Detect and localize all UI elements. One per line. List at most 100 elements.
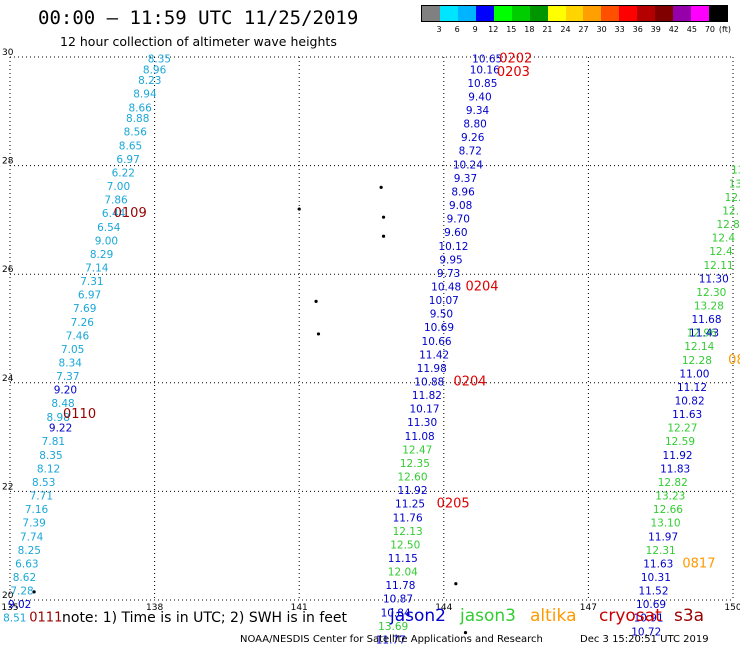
- island-marker: [316, 332, 321, 336]
- swh-value-cyan: 8.35: [148, 53, 171, 65]
- island-marker: [314, 299, 318, 303]
- swh-value-jason2: 11.30: [407, 417, 437, 429]
- swh-value-cyan: 7.81: [42, 436, 65, 448]
- swh-value-cyan: 6.97: [116, 154, 139, 166]
- lat-tick-label: 26: [2, 265, 14, 275]
- time-label: 0111: [29, 611, 62, 626]
- swh-value-jason2: 8.96: [451, 186, 475, 198]
- swh-value-jason2: 10.65: [472, 53, 502, 65]
- time-label: 0109: [114, 206, 147, 221]
- swh-value-jason3: 12.30: [696, 287, 726, 299]
- swh-value-cyan: 8.98: [47, 412, 70, 424]
- swh-value-jason2: 9.70: [447, 214, 470, 226]
- island-marker: [381, 215, 386, 219]
- swh-value-cyan: 7.05: [61, 344, 84, 356]
- swh-value-jason3: 13.28: [694, 300, 724, 312]
- scale-label: 33: [614, 25, 625, 34]
- scale-label: 18: [524, 25, 535, 34]
- color-scale-swatches: [421, 5, 728, 22]
- island-marker: [463, 630, 468, 635]
- swh-value-jason2: 9.02: [8, 599, 31, 611]
- color-scale-legend: 3 6 9 12 15 18 21 24 27 30 33 36 39 42 45 70 (ft): [421, 5, 731, 36]
- swh-value-jason3: 12.28: [682, 355, 712, 367]
- scale-swatch: [655, 6, 674, 21]
- page-title: 00:00 – 11:59 UTC 11/25/2019: [38, 7, 359, 29]
- swh-value-cyan: 8.62: [13, 572, 36, 584]
- swh-value-jason2: 11.00: [679, 368, 709, 380]
- scale-swatch: [422, 6, 440, 21]
- swh-value-jason3: 12.31: [646, 545, 676, 557]
- swh-value-jason3: 12.50: [390, 539, 420, 551]
- swh-value-cyan: 7.39: [22, 518, 45, 530]
- footer-credit: NOAA/NESDIS Center for Satellite Applica…: [240, 634, 543, 645]
- swh-value-cyan: 8.56: [124, 127, 148, 139]
- island-marker: [297, 207, 301, 211]
- swh-value-jason3: 12.47: [402, 444, 432, 456]
- swh-value-cyan: 8.66: [128, 102, 152, 114]
- scale-label: 3: [436, 25, 442, 34]
- swh-value-cyan: 7.86: [104, 195, 128, 207]
- swh-value-cyan: 7.37: [56, 371, 79, 383]
- time-label: 08: [728, 353, 740, 368]
- scale-swatch: [601, 6, 620, 21]
- swh-value-jason2: 11.98: [417, 363, 447, 375]
- swh-value-jason3: 12.11: [704, 260, 734, 272]
- swh-value-jason3: 12.59: [665, 436, 695, 448]
- swh-value-cyan: 8.88: [126, 113, 149, 125]
- scale-label: 21: [542, 25, 553, 34]
- scale-label: 36: [632, 25, 643, 34]
- scale-label: 9: [472, 25, 478, 34]
- scale-swatch: [547, 6, 566, 21]
- time-label: 0205: [437, 497, 470, 512]
- lat-tick-label: 24: [2, 374, 14, 384]
- scale-swatch: [493, 6, 512, 21]
- swh-value-jason2: 8.72: [459, 146, 482, 158]
- scale-swatch: [637, 6, 656, 21]
- time-label: 0203: [497, 65, 530, 80]
- legend-s3a: s3a: [674, 606, 705, 626]
- swh-value-cyan: 7.74: [20, 531, 44, 543]
- scale-label: 6: [454, 25, 460, 34]
- swh-value-cyan: 7.28: [10, 586, 33, 598]
- island-marker: [379, 185, 383, 189]
- swh-value-jason2: 10.17: [409, 404, 439, 416]
- swh-value-jason2: 10.85: [467, 78, 497, 90]
- swh-value-jason2: 10.12: [438, 241, 468, 253]
- swh-value-cyan: 7.31: [80, 276, 103, 288]
- swh-value-jason2: 11.92: [397, 485, 427, 497]
- swh-value-jason3: 12.4: [712, 233, 736, 245]
- scale-label: 70: [704, 25, 716, 34]
- swh-value-jason2: 9.50: [430, 309, 453, 321]
- swh-value-jason2: 11.76: [393, 512, 423, 524]
- color-scale-labels: 3 6 9 12 15 18 21 24 27 30 33 36 39 42 45 70 (ft): [421, 22, 731, 36]
- swh-value-jason2: 10.69: [636, 599, 666, 611]
- swh-value-cyan: 6.54: [97, 222, 121, 234]
- swh-value-cyan: 7.46: [66, 330, 90, 342]
- swh-value-jason2: 10.31: [641, 572, 671, 584]
- swh-value-jason2: 11.63: [672, 409, 702, 421]
- swh-value-cyan: 6.44: [102, 208, 126, 220]
- swh-value-jason3: 12.14: [684, 341, 714, 353]
- scale-swatch: [709, 6, 727, 21]
- swh-value-cyan: 8.34: [59, 358, 83, 370]
- time-label: 0202: [499, 51, 532, 66]
- swh-value-cyan: 8.94: [133, 89, 157, 101]
- scale-label: 30: [596, 25, 607, 34]
- island-marker: [454, 582, 458, 586]
- scale-swatch: [691, 6, 709, 21]
- swh-value-jason2: 11.97: [648, 531, 678, 543]
- swh-value-jason2: 10.84: [381, 607, 411, 619]
- swh-value-jason2: 9.08: [449, 200, 472, 212]
- swh-value-jason2: 9.73: [437, 268, 460, 280]
- swh-value-jason2: 10.69: [424, 322, 454, 334]
- swh-value-jason3: 13: [731, 165, 740, 177]
- swh-value-cyan: 7.00: [107, 181, 130, 193]
- time-label: 0204: [453, 375, 486, 390]
- swh-value-jason2: 11.82: [412, 390, 442, 402]
- swh-value-cyan: 7.26: [71, 317, 95, 329]
- scale-label: 27: [578, 25, 589, 34]
- scale-swatch: [619, 6, 638, 21]
- swh-value-jason2: 11.08: [405, 431, 435, 443]
- swh-value-cyan: 7.69: [73, 303, 96, 315]
